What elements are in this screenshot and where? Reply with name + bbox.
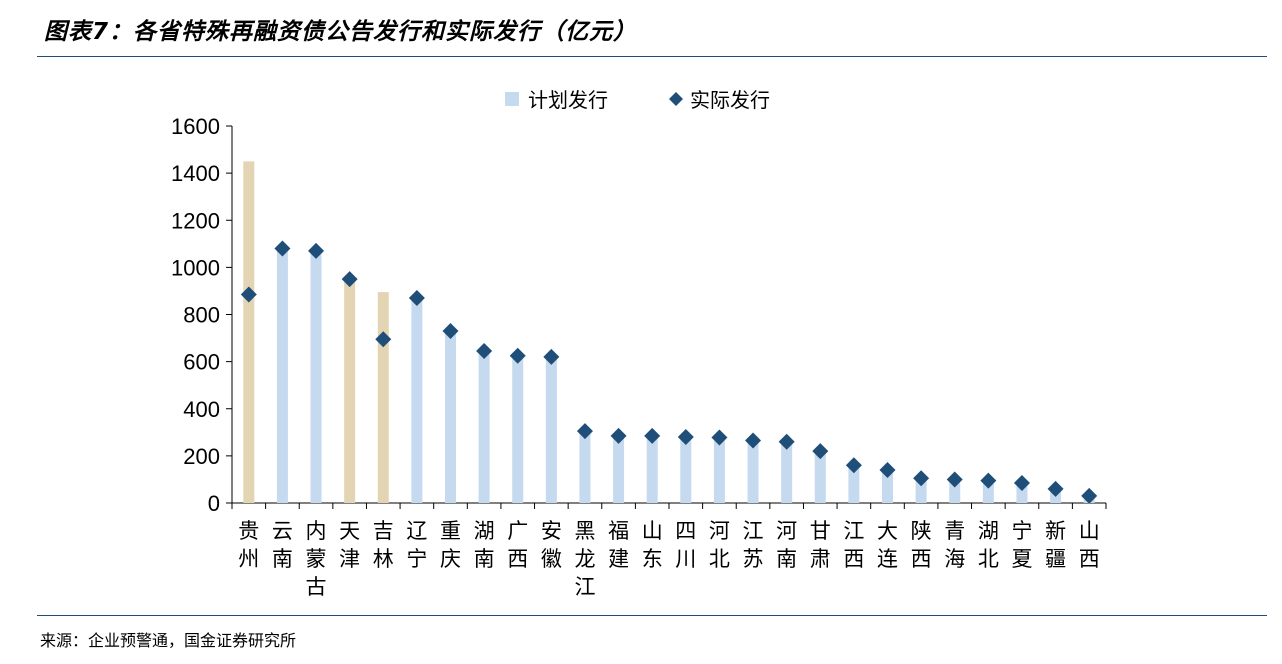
marker-actual (274, 240, 291, 257)
marker-actual (375, 331, 392, 348)
x-category-label: 贵州 (238, 519, 259, 571)
marker-actual (778, 433, 795, 450)
y-tick-label: 400 (183, 397, 220, 422)
bar-planned (344, 279, 356, 503)
x-category-label: 广西 (507, 519, 528, 571)
x-category-label: 四川 (675, 519, 696, 571)
legend-label-planned: 计划发行 (528, 88, 608, 112)
bar-planned (949, 479, 961, 503)
marker-actual (408, 290, 425, 307)
bar-planned (545, 356, 557, 503)
x-category-label: 大连 (877, 519, 898, 571)
x-category-label: 黑龙江 (574, 519, 595, 599)
y-tick-label: 0 (208, 491, 220, 516)
marker-actual (543, 348, 560, 365)
x-category-label: 甘肃 (810, 519, 831, 571)
bar-planned (1016, 482, 1028, 503)
bar-planned (646, 435, 658, 503)
x-category-label: 天津 (339, 519, 360, 571)
bar-planned (848, 465, 860, 503)
x-category-label: 内蒙古 (306, 519, 327, 599)
marker-actual (644, 427, 661, 444)
y-tick-label: 800 (183, 303, 220, 328)
top-divider (37, 56, 1267, 57)
x-category-label: 江西 (843, 519, 864, 571)
bars (243, 161, 1095, 503)
marker-actual (845, 457, 862, 474)
y-tick-label: 1600 (171, 114, 220, 139)
x-category-label: 青海 (944, 519, 965, 571)
marker-actual (946, 471, 963, 488)
bar-planned (276, 248, 288, 503)
bar-planned (411, 298, 423, 503)
marker-actual (610, 427, 627, 444)
marker-actual (341, 271, 358, 288)
bar-planned (310, 250, 322, 503)
marker-actual (476, 343, 493, 360)
bar-planned (445, 330, 456, 503)
x-category-label: 福建 (608, 519, 629, 571)
bar-planned (713, 437, 725, 503)
marker-actual (308, 242, 325, 259)
markers (240, 240, 1098, 504)
x-category-label: 吉林 (373, 519, 394, 571)
marker-actual (812, 443, 829, 460)
bar-planned (781, 441, 793, 503)
y-tick-label: 1200 (171, 208, 220, 233)
page-title: 图表7：各省特殊再融资债公告发行和实际发行（亿元） (44, 19, 638, 45)
bar-planned (814, 451, 826, 503)
x-category-label: 江苏 (743, 519, 764, 571)
marker-actual (1047, 480, 1064, 497)
x-category-label: 河南 (776, 519, 797, 571)
x-category-label: 辽宁 (406, 519, 427, 571)
x-category-label: 陕西 (911, 519, 932, 571)
marker-actual (677, 429, 694, 446)
x-category-label: 云南 (272, 519, 293, 571)
y-tick-label: 200 (183, 444, 220, 469)
marker-actual (509, 347, 526, 364)
x-category-label: 宁夏 (1011, 519, 1032, 571)
bar-planned (579, 431, 591, 503)
bar-planned (377, 292, 389, 503)
bar-planned (478, 351, 490, 503)
bottom-divider (37, 615, 1267, 616)
y-tick-label: 1000 (171, 255, 220, 280)
labels: 贵州云南内蒙古天津吉林辽宁重庆湖南广西安徽黑龙江福建山东四川河北江苏河南甘肃江西… (238, 519, 1099, 599)
marker-actual (240, 286, 257, 303)
x-category-label: 山西 (1079, 519, 1100, 571)
marker-actual (711, 429, 728, 446)
x-category-label: 河北 (709, 519, 730, 571)
legend-marker-actual (669, 92, 683, 106)
legend-swatch-planned (505, 92, 519, 106)
marker-actual (1013, 474, 1030, 491)
bar-planned (680, 437, 692, 503)
y-tick-label: 600 (183, 350, 220, 375)
source-note: 来源：企业预警通，国金证券研究所 (40, 631, 297, 650)
marker-actual (879, 462, 896, 479)
x-category-label: 安徽 (541, 519, 562, 571)
marker-actual (980, 472, 997, 489)
x-category-label: 湖南 (474, 519, 495, 571)
y-tick-label: 1400 (171, 161, 220, 186)
axes: 0 200 400 600 800 1000 1200 1400 1600 (171, 114, 1107, 516)
bar-planned (915, 478, 927, 503)
bar-planned (512, 355, 524, 503)
x-category-label: 新疆 (1045, 519, 1066, 571)
legend-label-actual: 实际发行 (690, 88, 770, 112)
bar-planned (613, 435, 625, 503)
marker-actual (913, 470, 930, 487)
marker-actual (442, 322, 459, 339)
bar-planned (243, 161, 255, 503)
bar-planned (982, 480, 994, 503)
marker-actual (576, 423, 593, 440)
x-category-label: 重庆 (440, 519, 461, 571)
x-category-label: 山东 (642, 519, 663, 571)
marker-actual (1081, 487, 1098, 504)
bar-planned (882, 470, 893, 503)
marker-actual (745, 432, 762, 449)
x-category-label: 湖北 (978, 519, 999, 571)
legend: 计划发行 实际发行 (505, 88, 770, 112)
bar-planned (747, 440, 759, 503)
